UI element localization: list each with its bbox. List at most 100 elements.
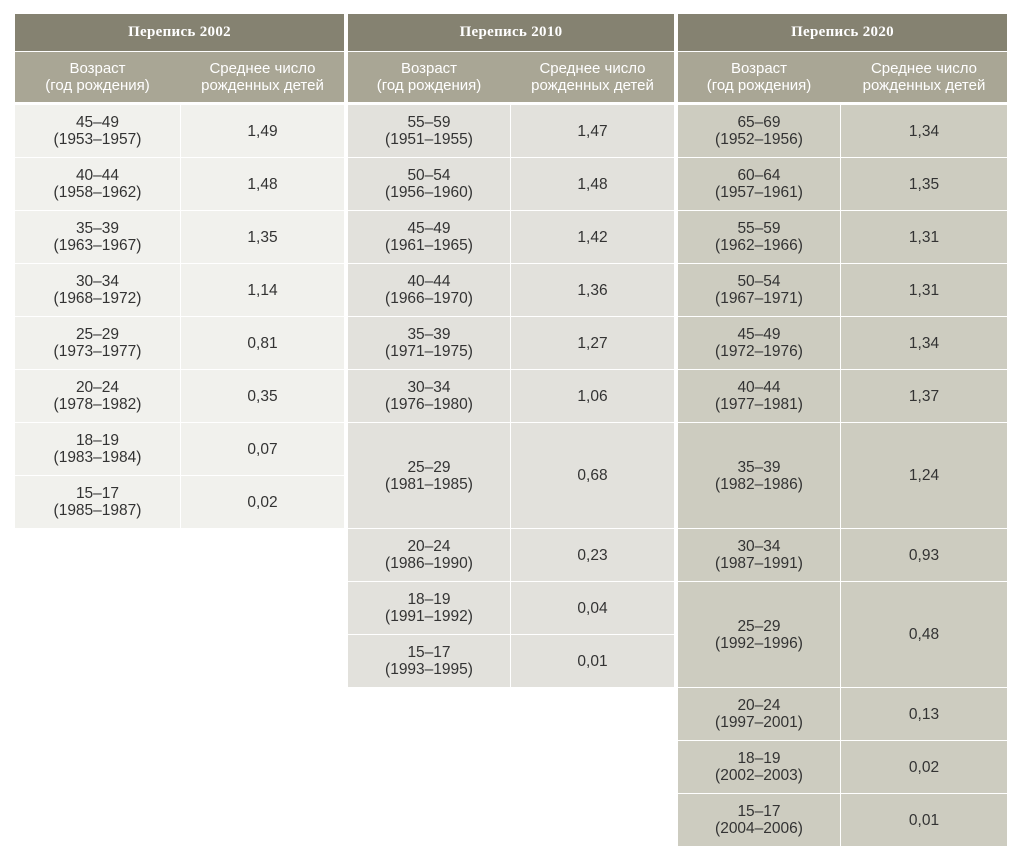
- table-body: 55–59 (1951–1955) 1,47 50–54 (1956–1960) 1,…: [348, 104, 674, 687]
- census-2010-table: Перепись 2010 Возраст (год рождения) Сре…: [348, 14, 674, 687]
- table-row: 55–59 (1951–1955) 1,47: [348, 105, 674, 157]
- column-header-row: Возраст (год рождения) Среднее число рож…: [348, 52, 674, 102]
- table-row: 35–39 (1971–1975) 1,27: [348, 317, 674, 369]
- age-cell: 20–24 (1997–2001): [678, 688, 840, 740]
- table-row: 35–39 (1963–1967) 1,35: [15, 211, 344, 263]
- table-row: 30–34 (1968–1972) 1,14: [15, 264, 344, 316]
- table-body: 45–49 (1953–1957) 1,49 40–44 (1958–1962) 1,…: [15, 104, 344, 528]
- table-row: 18–19 (1991–1992) 0,04: [348, 582, 674, 634]
- children-column-header: Среднее число рожденных детей: [201, 60, 324, 94]
- age-cell: 35–39 (1963–1967): [15, 211, 180, 263]
- children-value-cell: 0,81: [181, 317, 344, 369]
- children-value-cell: 1,49: [181, 105, 344, 157]
- children-value-cell: 0,02: [841, 741, 1007, 793]
- children-value-cell: 1,31: [841, 211, 1007, 263]
- table-row: 60–64 (1957–1961) 1,35: [678, 158, 1007, 210]
- census-2020-table: Перепись 2020 Возраст (год рождения) Сре…: [678, 14, 1007, 846]
- children-value-cell: 0,35: [181, 370, 344, 422]
- children-column-header: Среднее число рожденных детей: [531, 60, 654, 94]
- children-value-cell: 0,48: [841, 582, 1007, 687]
- children-value-cell: 0,68: [511, 423, 674, 528]
- age-cell: 25–29 (1981–1985): [348, 423, 510, 528]
- age-cell: 30–34 (1968–1972): [15, 264, 180, 316]
- age-cell: 55–59 (1962–1966): [678, 211, 840, 263]
- table-row: 45–49 (1961–1965) 1,42: [348, 211, 674, 263]
- children-value-cell: 1,06: [511, 370, 674, 422]
- children-value-cell: 0,02: [181, 476, 344, 528]
- table-row: 35–39 (1982–1986) 1,24: [678, 423, 1007, 528]
- table-row: 18–19 (2002–2003) 0,02: [678, 741, 1007, 793]
- children-value-cell: 1,48: [511, 158, 674, 210]
- age-cell: 30–34 (1987–1991): [678, 529, 840, 581]
- children-value-cell: 1,35: [841, 158, 1007, 210]
- children-column-header: Среднее число рожденных детей: [862, 60, 986, 94]
- age-cell: 25–29 (1973–1977): [15, 317, 180, 369]
- table-row: 45–49 (1972–1976) 1,34: [678, 317, 1007, 369]
- table-row: 15–17 (1985–1987) 0,02: [15, 476, 344, 528]
- children-value-cell: 0,23: [511, 529, 674, 581]
- age-cell: 20–24 (1986–1990): [348, 529, 510, 581]
- children-value-cell: 0,01: [511, 635, 674, 687]
- children-value-cell: 1,27: [511, 317, 674, 369]
- census-2002-table: Перепись 2002 Возраст (год рождения) Сре…: [15, 14, 344, 528]
- table-row: 20–24 (1986–1990) 0,23: [348, 529, 674, 581]
- table-row: 55–59 (1962–1966) 1,31: [678, 211, 1007, 263]
- age-cell: 25–29 (1992–1996): [678, 582, 840, 687]
- children-value-cell: 1,14: [181, 264, 344, 316]
- children-value-cell: 0,07: [181, 423, 344, 475]
- age-cell: 40–44 (1977–1981): [678, 370, 840, 422]
- table-row: 25–29 (1973–1977) 0,81: [15, 317, 344, 369]
- table-row: 40–44 (1977–1981) 1,37: [678, 370, 1007, 422]
- age-cell: 55–59 (1951–1955): [348, 105, 510, 157]
- age-cell: 60–64 (1957–1961): [678, 158, 840, 210]
- table-row: 25–29 (1981–1985) 0,68: [348, 423, 674, 528]
- census-title: Перепись 2020: [678, 14, 1007, 51]
- children-value-cell: 0,93: [841, 529, 1007, 581]
- children-value-cell: 1,31: [841, 264, 1007, 316]
- age-cell: 45–49 (1972–1976): [678, 317, 840, 369]
- children-value-cell: 0,01: [841, 794, 1007, 846]
- age-cell: 40–44 (1966–1970): [348, 264, 510, 316]
- age-column-header: Возраст (год рождения): [706, 60, 812, 94]
- age-column-header: Возраст (год рождения): [376, 60, 482, 94]
- age-cell: 50–54 (1956–1960): [348, 158, 510, 210]
- children-value-cell: 1,37: [841, 370, 1007, 422]
- children-value-cell: 1,34: [841, 105, 1007, 157]
- children-value-cell: 0,04: [511, 582, 674, 634]
- age-cell: 15–17 (2004–2006): [678, 794, 840, 846]
- table-row: 45–49 (1953–1957) 1,49: [15, 105, 344, 157]
- children-value-cell: 1,36: [511, 264, 674, 316]
- age-cell: 18–19 (1983–1984): [15, 423, 180, 475]
- age-cell: 35–39 (1971–1975): [348, 317, 510, 369]
- age-cell: 30–34 (1976–1980): [348, 370, 510, 422]
- age-cell: 45–49 (1961–1965): [348, 211, 510, 263]
- children-value-cell: 1,47: [511, 105, 674, 157]
- table-row: 65–69 (1952–1956) 1,34: [678, 105, 1007, 157]
- age-column-header: Возраст (год рождения): [45, 60, 150, 94]
- age-cell: 35–39 (1982–1986): [678, 423, 840, 528]
- children-value-cell: 1,24: [841, 423, 1007, 528]
- census-title: Перепись 2010: [348, 14, 674, 51]
- table-row: 30–34 (1987–1991) 0,93: [678, 529, 1007, 581]
- column-header-row: Возраст (год рождения) Среднее число рож…: [678, 52, 1007, 102]
- age-cell: 18–19 (1991–1992): [348, 582, 510, 634]
- children-value-cell: 0,13: [841, 688, 1007, 740]
- column-header-row: Возраст (год рождения) Среднее число рож…: [15, 52, 344, 102]
- table-row: 50–54 (1956–1960) 1,48: [348, 158, 674, 210]
- table-row: 20–24 (1978–1982) 0,35: [15, 370, 344, 422]
- table-row: 15–17 (2004–2006) 0,01: [678, 794, 1007, 846]
- table-body: 65–69 (1952–1956) 1,34 60–64 (1957–1961) 1,…: [678, 104, 1007, 846]
- age-cell: 20–24 (1978–1982): [15, 370, 180, 422]
- table-row: 20–24 (1997–2001) 0,13: [678, 688, 1007, 740]
- table-row: 25–29 (1992–1996) 0,48: [678, 582, 1007, 687]
- age-cell: 40–44 (1958–1962): [15, 158, 180, 210]
- table-row: 50–54 (1967–1971) 1,31: [678, 264, 1007, 316]
- children-value-cell: 1,42: [511, 211, 674, 263]
- children-value-cell: 1,35: [181, 211, 344, 263]
- age-cell: 45–49 (1953–1957): [15, 105, 180, 157]
- children-value-cell: 1,34: [841, 317, 1007, 369]
- age-cell: 50–54 (1967–1971): [678, 264, 840, 316]
- census-title: Перепись 2002: [15, 14, 344, 51]
- age-cell: 18–19 (2002–2003): [678, 741, 840, 793]
- table-row: 40–44 (1966–1970) 1,36: [348, 264, 674, 316]
